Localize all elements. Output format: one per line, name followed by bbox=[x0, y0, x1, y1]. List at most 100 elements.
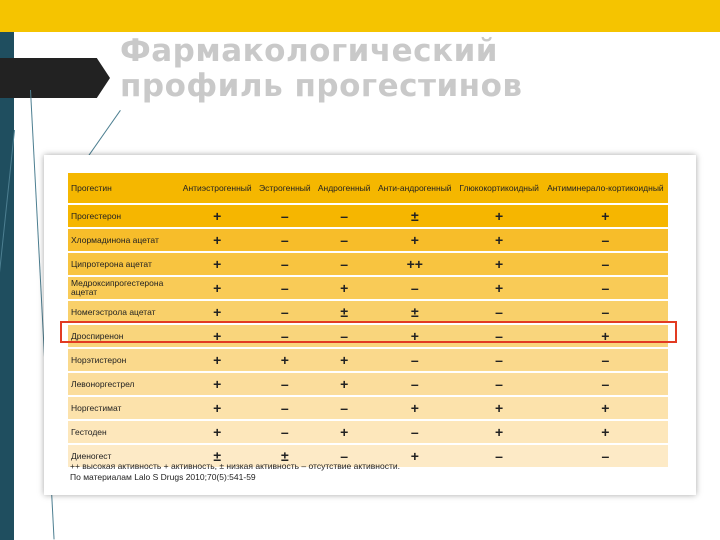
title-line-2: профиль прогестинов bbox=[120, 68, 523, 104]
table-cell: – bbox=[455, 444, 543, 469]
table-cell: + bbox=[542, 204, 668, 229]
row-name: Левоноргестрел bbox=[68, 372, 179, 397]
table-cell: + bbox=[179, 228, 256, 253]
table-row: Номегэстрола ацетат + – ± ± – – bbox=[68, 300, 668, 325]
column-header: Эстрогенный bbox=[255, 173, 315, 205]
row-name: Прогестерон bbox=[68, 204, 179, 229]
table-cell: – bbox=[374, 420, 456, 445]
column-header: Андрогенный bbox=[314, 173, 375, 205]
table-cell: – bbox=[542, 252, 668, 277]
table-row: Ципротерона ацетат + – – ++ + – bbox=[68, 252, 668, 277]
table-row: Гестоден + – + – + + bbox=[68, 420, 668, 445]
table-cell: – bbox=[255, 300, 315, 325]
table-cell: + bbox=[374, 228, 456, 253]
table-cell: ± bbox=[255, 444, 315, 469]
page-title: Фармакологический профиль прогестинов bbox=[120, 34, 640, 104]
table-cell: + bbox=[314, 276, 375, 301]
arrow-marker bbox=[0, 58, 110, 98]
table-cell: – bbox=[542, 372, 668, 397]
row-name: Хлормадинона ацетат bbox=[68, 228, 179, 253]
table-cell: – bbox=[455, 300, 543, 325]
table-cell: – bbox=[314, 228, 375, 253]
table-cell: + bbox=[179, 324, 256, 349]
table-cell: + bbox=[455, 252, 543, 277]
table-row: Медроксипрогестерона ацетат + – + – + – bbox=[68, 276, 668, 301]
top-accent-bar bbox=[0, 0, 720, 32]
table-row: Норэтистерон + + + – – – bbox=[68, 348, 668, 373]
table-cell: – bbox=[542, 300, 668, 325]
footnote: ++ высокая активность + активность, ± ни… bbox=[70, 461, 670, 483]
table-header-row: Прогестин Антиэстрогенный Эстрогенный Ан… bbox=[68, 173, 668, 205]
table-cell: – bbox=[542, 228, 668, 253]
table-row: Норгестимат + – – + + + bbox=[68, 396, 668, 421]
table-cell: + bbox=[374, 396, 456, 421]
table-cell: + bbox=[179, 420, 256, 445]
row-name: Норэтистерон bbox=[68, 348, 179, 373]
row-name: Гестоден bbox=[68, 420, 179, 445]
left-accent-bar bbox=[0, 32, 14, 540]
source-note: По материалам Lalo S Drugs 2010;70(5):54… bbox=[70, 472, 256, 482]
table-cell: – bbox=[314, 204, 375, 229]
table-cell: – bbox=[542, 276, 668, 301]
row-name: Диеногест bbox=[68, 444, 179, 469]
table-cell: + bbox=[179, 396, 256, 421]
table-cell: – bbox=[314, 324, 375, 349]
table-cell: – bbox=[255, 420, 315, 445]
table-cell: + bbox=[455, 276, 543, 301]
table-row: Хлормадинона ацетат + – – + + – bbox=[68, 228, 668, 253]
table-cell: + bbox=[374, 444, 456, 469]
table-cell: + bbox=[374, 324, 456, 349]
table-cell: + bbox=[314, 420, 375, 445]
table-cell: – bbox=[455, 324, 543, 349]
column-header: Прогестин bbox=[68, 173, 179, 205]
table-cell: + bbox=[455, 420, 543, 445]
table-cell: – bbox=[255, 276, 315, 301]
legend-note: ++ высокая активность + активность, ± ни… bbox=[70, 461, 400, 471]
table-cell: + bbox=[179, 276, 256, 301]
table-cell: – bbox=[255, 396, 315, 421]
table-cell: + bbox=[179, 204, 256, 229]
table-cell: – bbox=[542, 444, 668, 469]
table-cell: + bbox=[314, 348, 375, 373]
column-header: Анти-андрогенный bbox=[374, 173, 456, 205]
table-cell: – bbox=[314, 396, 375, 421]
table-cell: – bbox=[255, 204, 315, 229]
decorative-line bbox=[85, 110, 121, 160]
column-header: Глюкокортикоидный bbox=[455, 173, 543, 205]
table-cell: + bbox=[455, 228, 543, 253]
title-line-1: Фармакологический bbox=[120, 33, 499, 69]
table-cell: ++ bbox=[374, 252, 456, 277]
table-cell: ± bbox=[314, 300, 375, 325]
table-cell: – bbox=[314, 252, 375, 277]
row-name: Дроспиренон bbox=[68, 324, 179, 349]
row-name: Медроксипрогестерона ацетат bbox=[68, 276, 179, 301]
table-cell: – bbox=[374, 276, 456, 301]
table-cell: – bbox=[542, 348, 668, 373]
table-row-highlighted: Дроспиренон + – – + – + bbox=[68, 324, 668, 349]
column-header: Антиминерало-кортикоидный bbox=[542, 173, 668, 205]
table-cell: – bbox=[255, 372, 315, 397]
table-row: Левоноргестрел + – + – – – bbox=[68, 372, 668, 397]
row-name: Ципротерона ацетат bbox=[68, 252, 179, 277]
table-cell: – bbox=[255, 228, 315, 253]
table-cell: + bbox=[255, 348, 315, 373]
table-cell: – bbox=[255, 324, 315, 349]
table-cell: – bbox=[455, 348, 543, 373]
table-cell: ± bbox=[179, 444, 256, 469]
table-cell: + bbox=[542, 324, 668, 349]
table-row: Прогестерон + – – ± + + bbox=[68, 204, 668, 229]
row-name: Номегэстрола ацетат bbox=[68, 300, 179, 325]
table-cell: – bbox=[455, 372, 543, 397]
table-cell: – bbox=[255, 252, 315, 277]
table-cell: + bbox=[179, 252, 256, 277]
table-cell: + bbox=[179, 372, 256, 397]
highlight-box bbox=[60, 321, 677, 343]
table-cell: + bbox=[314, 372, 375, 397]
table-cell: + bbox=[542, 420, 668, 445]
column-header: Антиэстрогенный bbox=[179, 173, 256, 205]
table-cell: + bbox=[542, 396, 668, 421]
table-cell: ± bbox=[374, 300, 456, 325]
table-cell: + bbox=[179, 300, 256, 325]
table-cell: – bbox=[314, 444, 375, 469]
table-cell: + bbox=[455, 204, 543, 229]
